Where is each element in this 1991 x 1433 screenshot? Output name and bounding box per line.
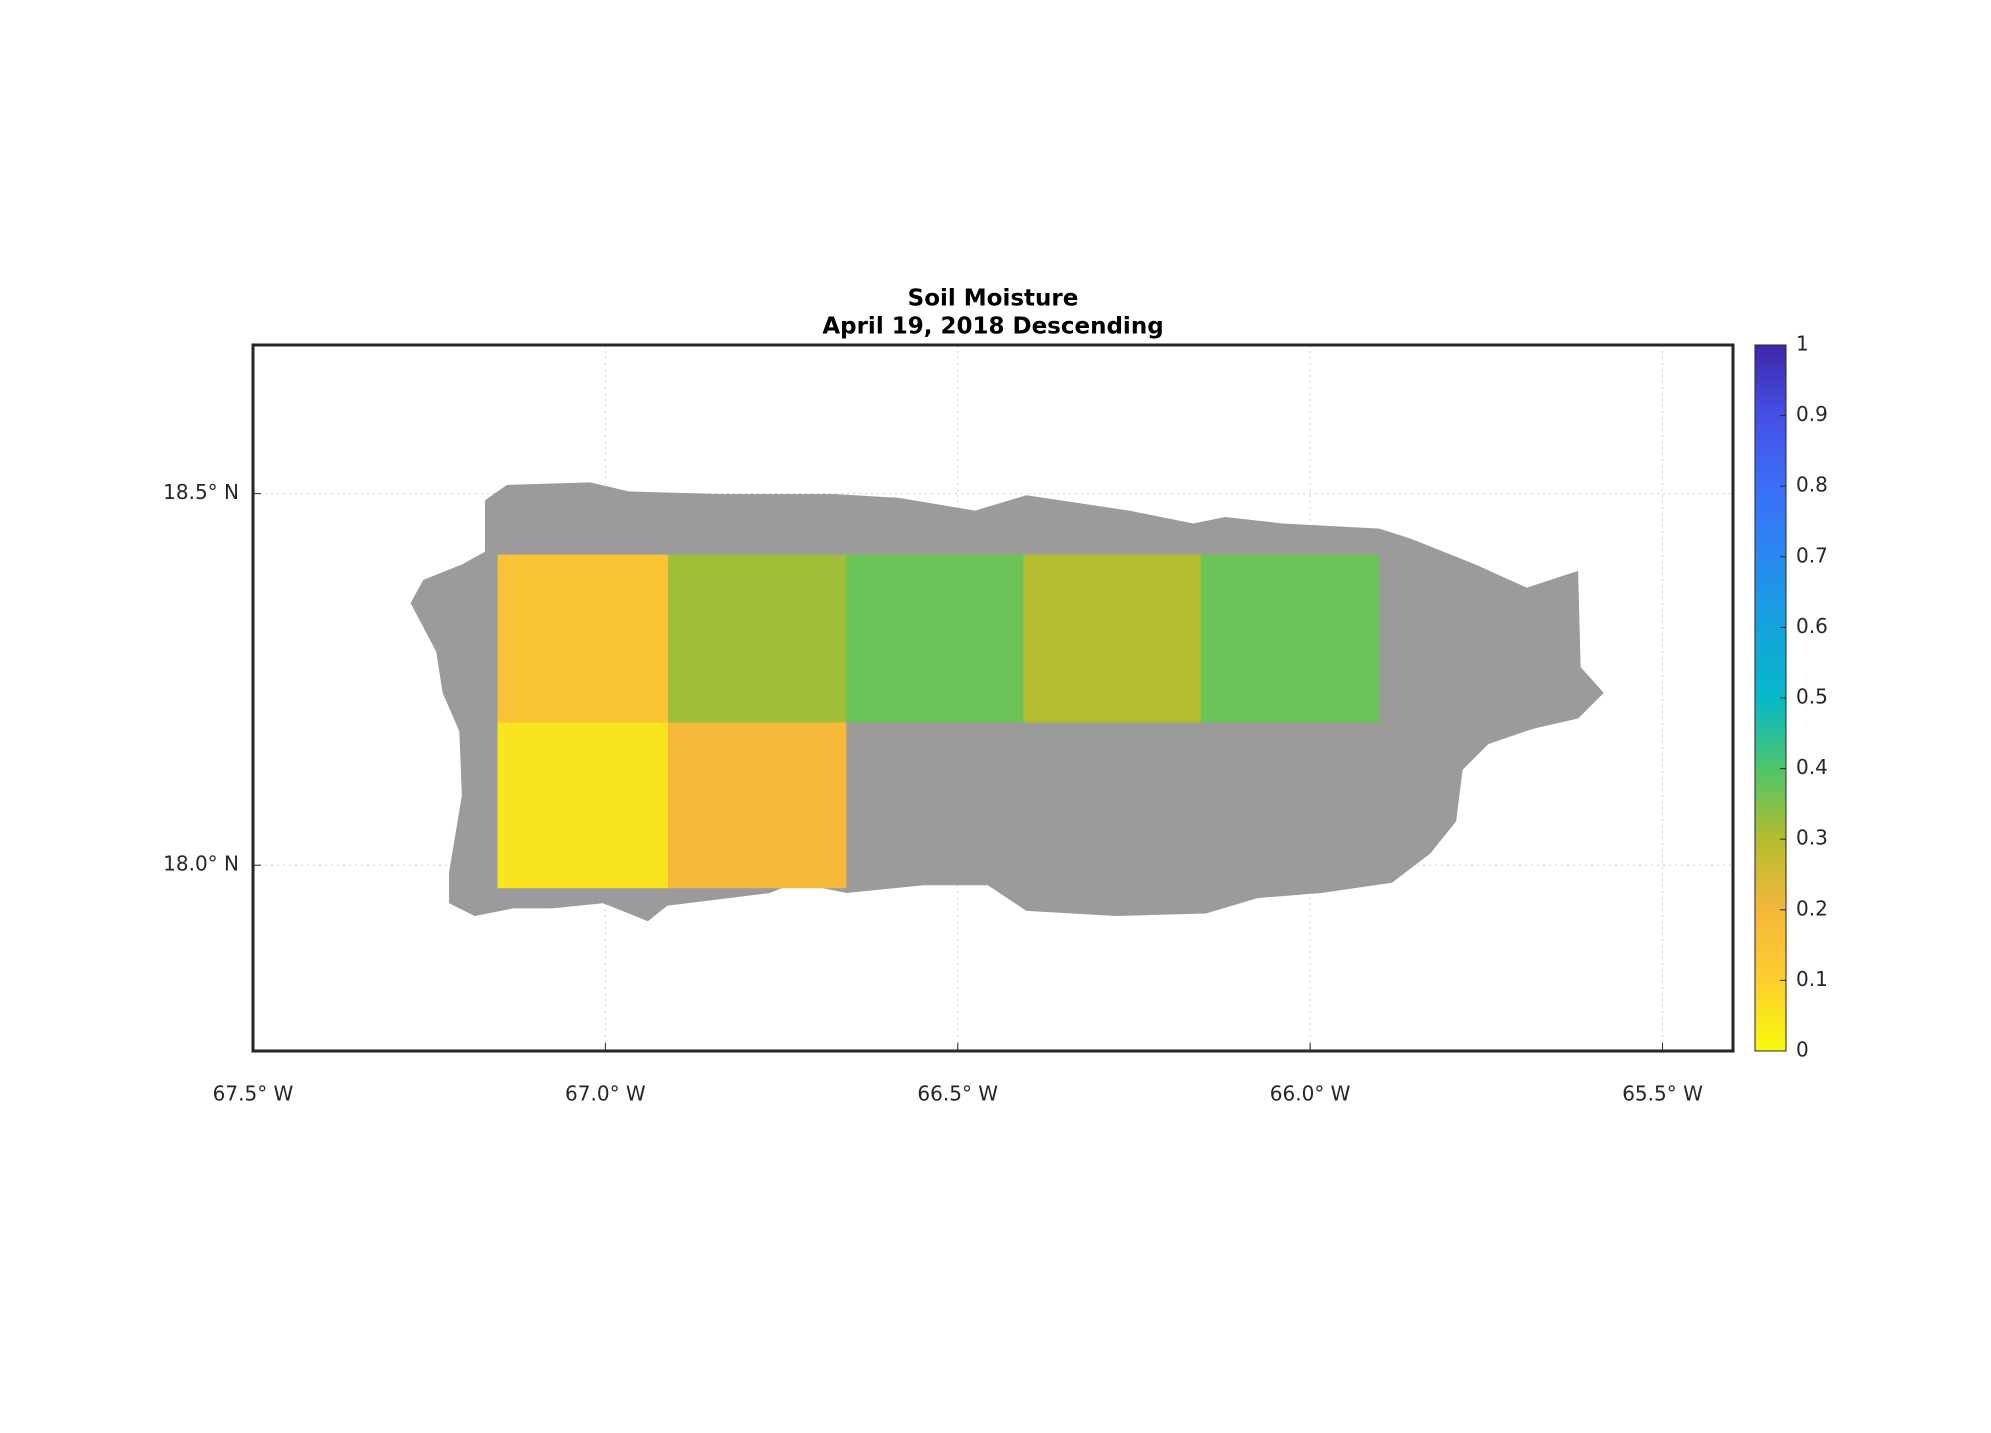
colorbar-tick-label: 0.4	[1796, 755, 1828, 779]
x-tick-label: 66.5° W	[917, 1082, 998, 1106]
cell	[497, 722, 669, 889]
x-tick-label: 67.0° W	[565, 1082, 646, 1106]
x-tick-label: 67.5° W	[213, 1082, 294, 1106]
x-tick-label: 65.5° W	[1622, 1082, 1703, 1106]
y-tick-label: 18.0° N	[163, 852, 239, 876]
x-tick-label: 66.0° W	[1270, 1082, 1351, 1106]
colorbar-tick-label: 0.6	[1796, 614, 1828, 638]
cell	[497, 554, 669, 723]
cell	[846, 554, 1024, 723]
colorbar-tick-label: 0.8	[1796, 473, 1828, 497]
cell	[668, 722, 847, 889]
chart-title: Soil Moisture	[908, 286, 1079, 312]
plot-frame	[251, 343, 1735, 1053]
cell	[1023, 554, 1201, 723]
colorbar-tick-label: 0.1	[1796, 967, 1828, 991]
y-tick-label: 18.5° N	[163, 480, 239, 504]
colorbar-tick-label: 1	[1796, 332, 1809, 356]
colorbar-tick-label: 0	[1796, 1038, 1809, 1062]
colorbar-tick-label: 0.5	[1796, 685, 1828, 709]
colorbar-tick-label: 0.9	[1796, 402, 1828, 426]
colorbar-tick-label: 0.3	[1796, 826, 1828, 850]
colorbar-tick-label: 0.7	[1796, 543, 1828, 567]
chart-subtitle: April 19, 2018 Descending	[822, 314, 1163, 340]
cell	[1200, 554, 1380, 723]
colorbar-tick-label: 0.2	[1796, 896, 1828, 920]
cells	[497, 554, 1380, 889]
cell	[668, 554, 847, 723]
